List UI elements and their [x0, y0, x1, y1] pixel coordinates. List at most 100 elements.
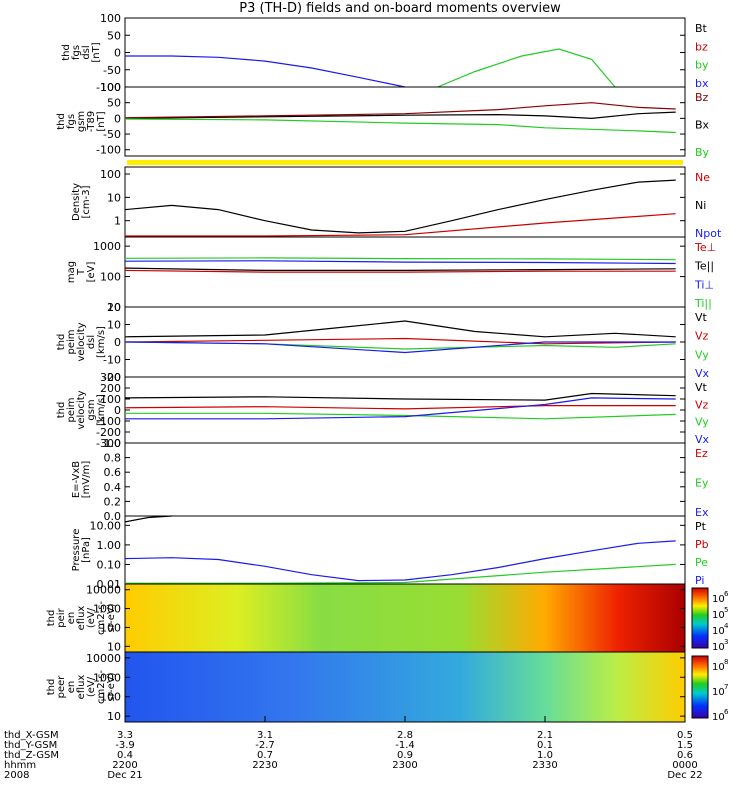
colorbar-tick-label: 10 — [712, 610, 725, 621]
series-Vz — [124, 405, 676, 410]
y-axis-label-line: sr-eV) — [106, 672, 117, 701]
legend-Ti: Ti|| — [694, 297, 712, 310]
y-axis-label-line: peir — [56, 607, 67, 627]
x-row-value: 2330 — [532, 760, 557, 771]
y-tick-label: -10 — [103, 354, 121, 367]
y-axis-label-line: Density — [71, 183, 82, 221]
series-by — [437, 48, 616, 88]
legend-Te: Te⊥ — [694, 241, 716, 254]
y-tick-label: 20 — [107, 301, 121, 314]
y-axis-label-line: [km/s] — [96, 394, 107, 426]
colorbar-tick-label: 10 — [712, 642, 725, 653]
legend-By: By — [695, 146, 710, 159]
y-axis-label-line: en — [66, 612, 77, 625]
y-tick-label: 10 — [107, 319, 121, 332]
x-row-label: thd_X-GSM — [4, 730, 59, 741]
y-axis-label-line: Pressure — [71, 529, 82, 572]
series-bx — [125, 55, 406, 88]
y-axis-label-line: thd — [56, 334, 67, 351]
series-Bz — [124, 102, 676, 119]
x-row-value: -2.7 — [255, 740, 275, 751]
y-tick-label: 10 — [107, 710, 121, 723]
panel-temperature: 1000 100 10 mag T [eV] Te⊥ Te|| Ti⊥ Ti|| — [66, 236, 716, 314]
y-tick-label: 200 — [100, 382, 121, 395]
colorbar-tick-exponent: 7 — [724, 683, 728, 691]
spectrogram-image — [125, 652, 685, 722]
x-row-value: 3.1 — [257, 730, 273, 741]
series-Pt — [124, 515, 172, 523]
x-row-value: 0000 — [672, 760, 697, 771]
legend-Pe: Pe — [695, 556, 708, 569]
y-tick-label: 10 — [107, 191, 121, 204]
series-By — [124, 118, 676, 134]
legend-Vx: Vx — [695, 367, 710, 380]
legend-Ey: Ey — [695, 477, 709, 490]
x-row-value: 0.5 — [677, 730, 693, 741]
legend-bz: bz — [695, 40, 708, 53]
y-tick-label: 1.00 — [97, 539, 122, 552]
legend-Bx: Bx — [695, 119, 710, 132]
x-row-value: 2.8 — [397, 730, 413, 741]
panel-frame — [124, 166, 686, 238]
legend-Pi: Pi — [695, 574, 704, 587]
panel-frame — [124, 515, 686, 585]
y-tick-label: 0.10 — [97, 558, 122, 571]
y-tick-label: 0.01 — [97, 578, 122, 591]
x-row-value: 2300 — [392, 760, 417, 771]
y-tick-label: 100 — [100, 168, 121, 181]
legend-Vy: Vy — [695, 416, 709, 429]
series-Te — [124, 267, 676, 271]
series-Vx — [125, 397, 676, 420]
legend-Ti: Ti⊥ — [694, 278, 714, 291]
y-axis-label-line: thd — [46, 610, 57, 627]
x-row-value: 3.3 — [117, 730, 133, 741]
y-tick-label: 100 — [100, 12, 121, 25]
y-tick-label: 1000 — [93, 671, 121, 684]
y-axis-label-line: peer — [56, 675, 67, 699]
legend-Pt: Pt — [695, 520, 707, 533]
x-row-value: 2230 — [252, 760, 277, 771]
x-axis-annotation: thd_X-GSM 3.3 3.1 2.8 2.1 0.5 thd_Y-GSM -3.9 -2.… — [4, 716, 703, 781]
x-row-value: Dec 22 — [667, 770, 702, 781]
y-tick-label: 10 — [107, 640, 121, 653]
y-tick-label: 1.0 — [104, 437, 122, 450]
y-tick-label: 0 — [114, 112, 121, 125]
y-axis-label-line: fgs — [71, 45, 82, 60]
y-axis-label-line: dsl — [86, 335, 97, 349]
y-axis-label-line: velocity — [76, 390, 87, 429]
legend-Vz: Vz — [695, 330, 709, 343]
y-tick-label: 100 — [100, 271, 121, 284]
status-bar — [127, 160, 683, 165]
legend-Vt: Vt — [695, 381, 708, 394]
colorbar-tick-exponent: 3 — [724, 638, 728, 646]
x-row-label: thd_Z-GSM — [4, 750, 59, 761]
panel-frame — [124, 86, 686, 157]
y-axis-label-line: thd — [61, 44, 72, 61]
y-axis-label: thd peim velocity dsl [km/s] — [56, 322, 107, 361]
y-axis-label-line: eflux — [76, 606, 87, 631]
legend-Ni: Ni — [695, 199, 706, 212]
y-axis-label-line: eflux — [76, 675, 87, 700]
y-tick-label: 50 — [107, 97, 121, 110]
y-axis-label-line: sr-eV) — [106, 603, 117, 632]
y-tick-label: 10000 — [86, 652, 121, 665]
y-axis-label-line: thd — [56, 113, 67, 130]
y-tick-label: 100 — [100, 81, 121, 94]
y-tick-label: -50 — [103, 128, 121, 141]
colorbar — [691, 655, 709, 719]
y-tick-label: 10.00 — [90, 519, 122, 532]
y-tick-label: 1000 — [93, 603, 121, 616]
colorbar-tick-exponent: 5 — [724, 606, 728, 614]
series-Ti — [124, 260, 676, 265]
x-row-value: -1.4 — [395, 740, 415, 751]
y-tick-label: -50 — [103, 64, 121, 77]
y-tick-label: 50 — [107, 29, 121, 42]
legend-Vx: Vx — [695, 433, 710, 446]
y-axis-label-line: [nPa] — [81, 537, 92, 563]
series-Vt — [124, 320, 676, 338]
